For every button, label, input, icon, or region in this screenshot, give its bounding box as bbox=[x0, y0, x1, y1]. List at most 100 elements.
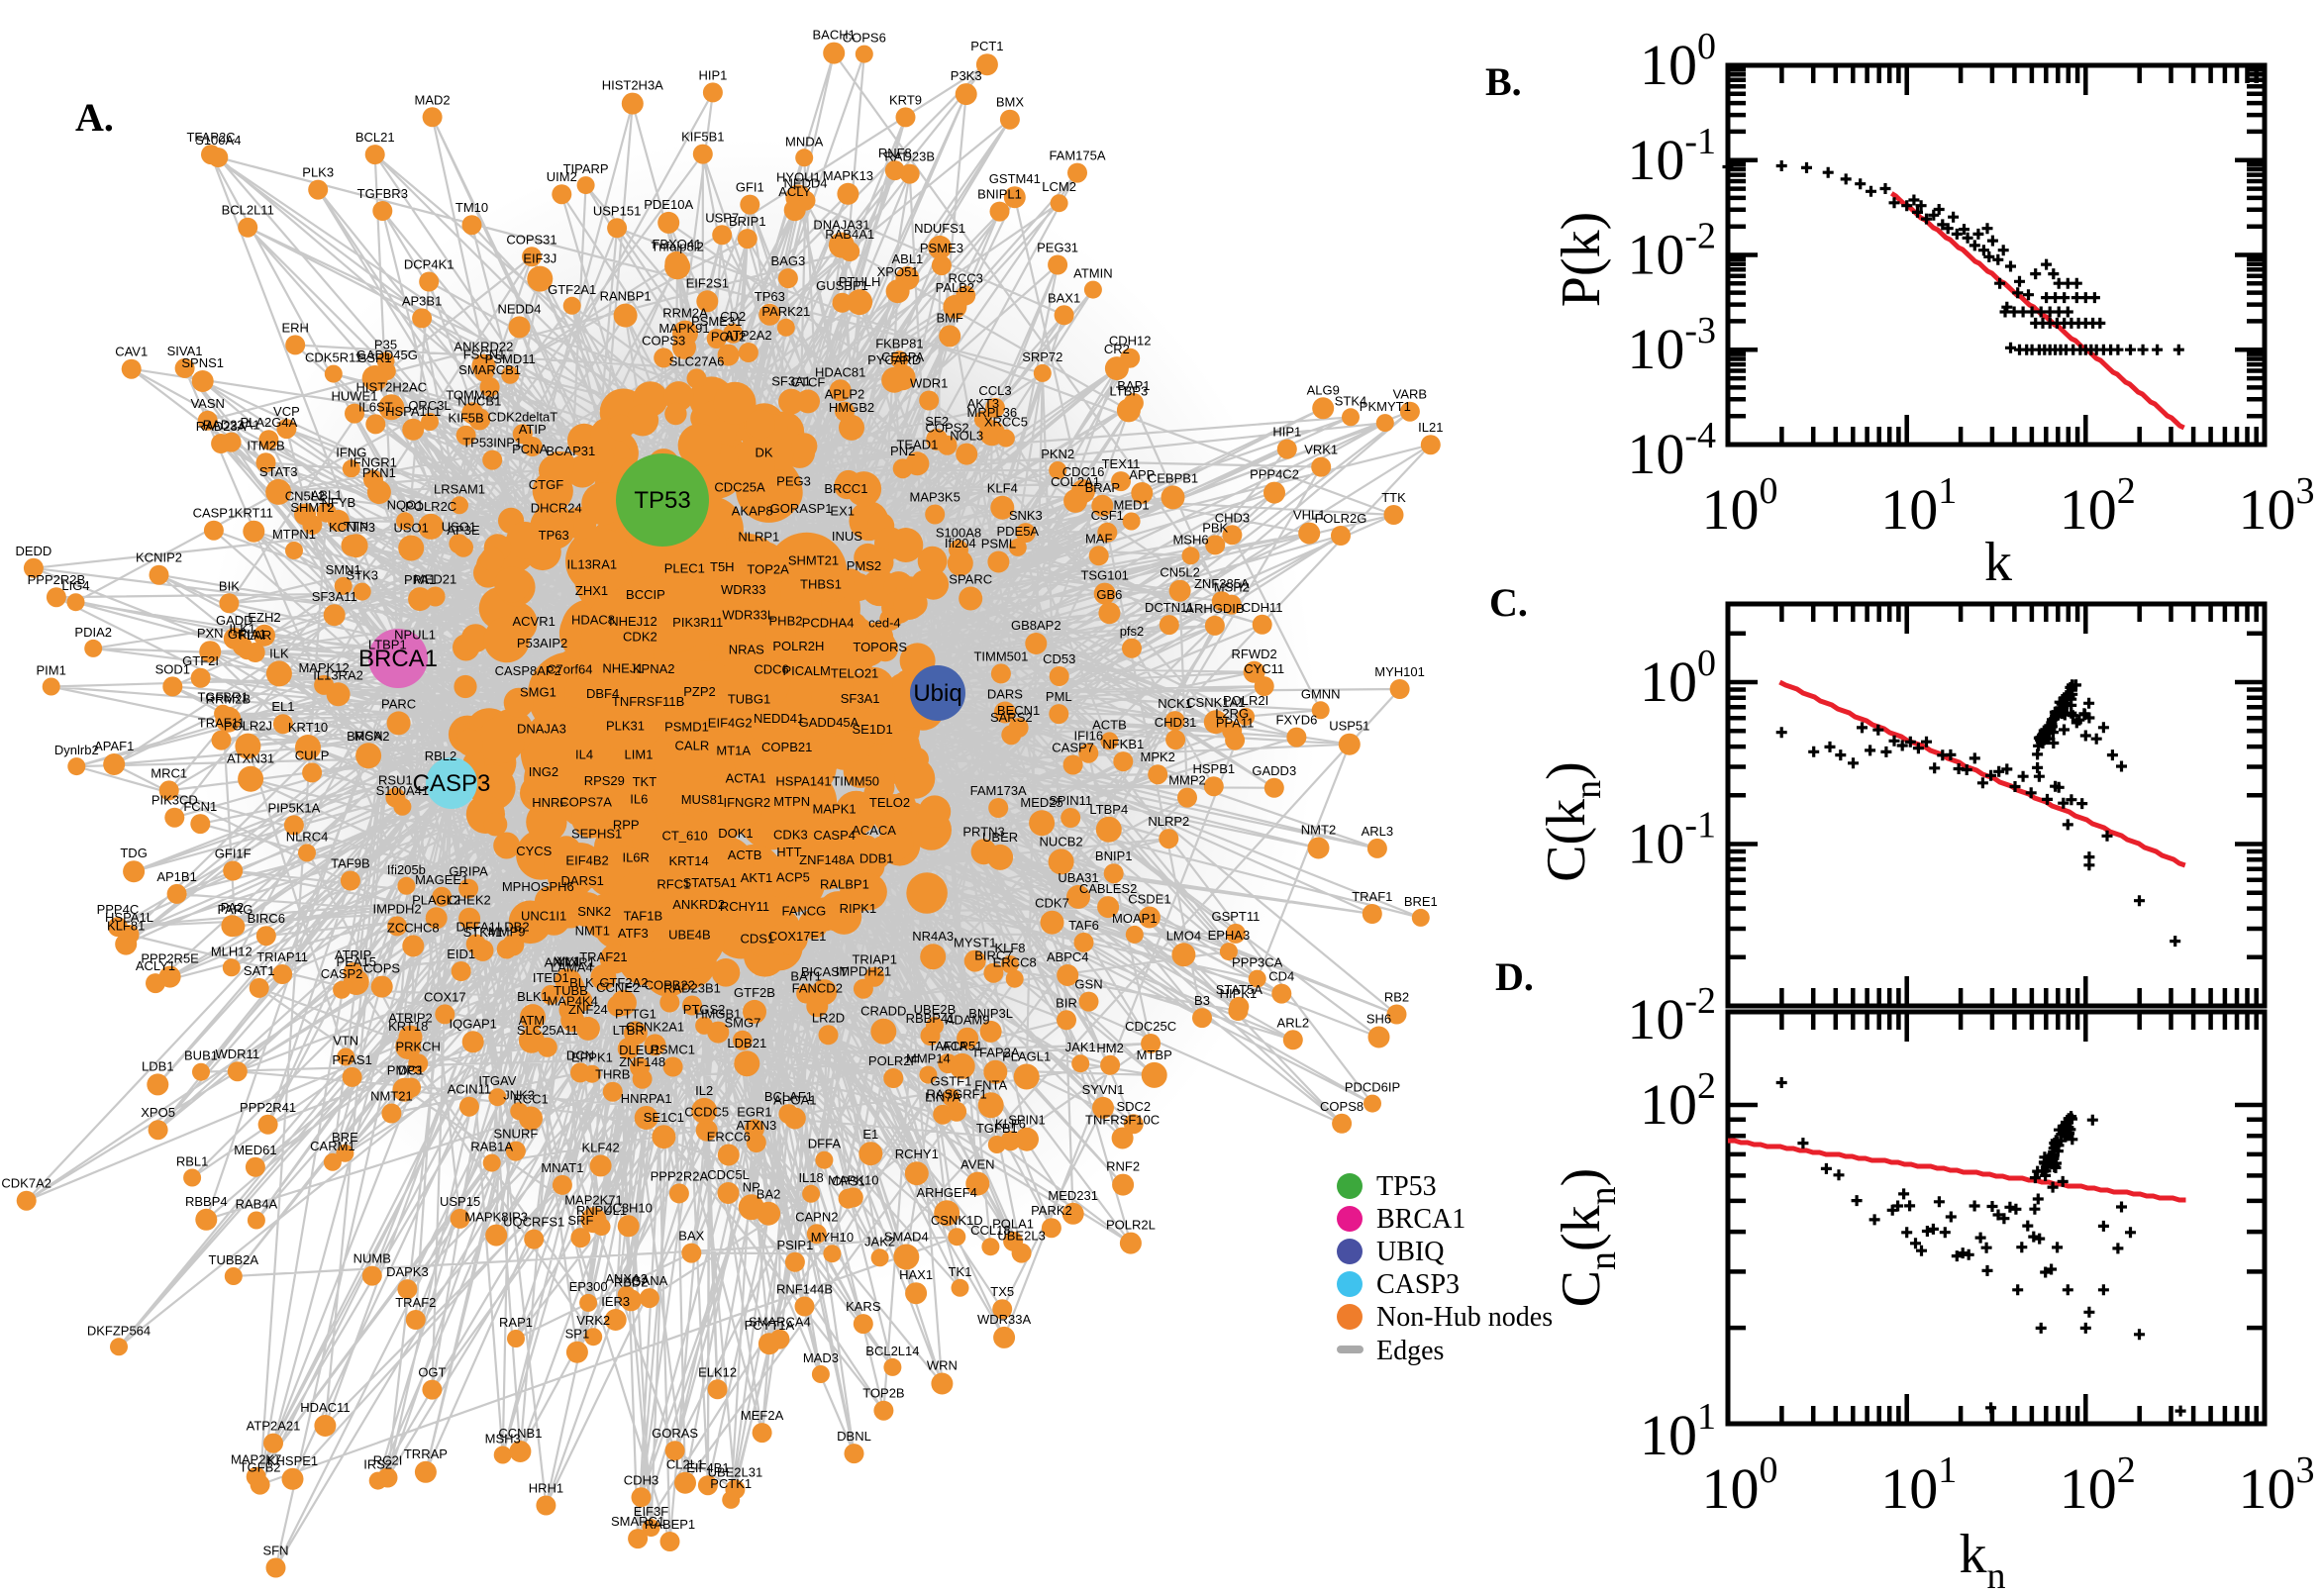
svg-text:102: 102 bbox=[1640, 1065, 1716, 1137]
svg-text:TM10: TM10 bbox=[455, 200, 488, 215]
svg-text:Ifi204: Ifi204 bbox=[945, 536, 976, 550]
svg-text:CCL3: CCL3 bbox=[978, 383, 1011, 398]
svg-text:GADD3: GADD3 bbox=[1252, 763, 1296, 778]
svg-text:NUMB: NUMB bbox=[354, 1251, 391, 1266]
svg-text:IMPDH21: IMPDH21 bbox=[836, 964, 891, 979]
svg-text:10-1: 10-1 bbox=[1627, 805, 1716, 876]
svg-text:COPS7A: COPS7A bbox=[559, 794, 612, 809]
svg-text:XRCC5: XRCC5 bbox=[984, 415, 1028, 430]
svg-text:RALBP1: RALBP1 bbox=[820, 876, 869, 891]
svg-text:BAP1: BAP1 bbox=[1117, 378, 1150, 393]
svg-text:CASP1: CASP1 bbox=[193, 506, 236, 521]
svg-text:ATF3: ATF3 bbox=[618, 926, 649, 941]
svg-text:USP51: USP51 bbox=[1329, 719, 1369, 734]
svg-text:PLA2G4A: PLA2G4A bbox=[240, 415, 297, 430]
svg-text:TUBB: TUBB bbox=[554, 983, 588, 998]
svg-text:MED25: MED25 bbox=[1020, 795, 1062, 810]
svg-text:NLRC4: NLRC4 bbox=[286, 829, 329, 844]
svg-text:PARK21: PARK21 bbox=[761, 304, 810, 319]
svg-text:RRM2A: RRM2A bbox=[662, 306, 708, 321]
svg-text:ARHGEF4: ARHGEF4 bbox=[916, 1185, 976, 1200]
svg-text:ZC3H10: ZC3H10 bbox=[604, 1200, 652, 1215]
svg-text:MLH12: MLH12 bbox=[211, 944, 252, 958]
svg-text:BCL2L11: BCL2L11 bbox=[222, 203, 274, 218]
svg-text:TFAP2A: TFAP2A bbox=[971, 1046, 1020, 1060]
svg-text:MSH3: MSH3 bbox=[485, 1432, 521, 1446]
svg-text:PPP2R41: PPP2R41 bbox=[240, 1100, 296, 1115]
svg-text:ARL3: ARL3 bbox=[1362, 824, 1394, 839]
svg-text:AP3B1: AP3B1 bbox=[402, 293, 442, 308]
svg-text:UBER: UBER bbox=[982, 830, 1018, 845]
svg-text:RBL2: RBL2 bbox=[425, 748, 457, 763]
svg-text:NLRP1: NLRP1 bbox=[738, 530, 779, 545]
svg-text:PSMD11: PSMD11 bbox=[485, 351, 536, 366]
svg-text:UBE2B: UBE2B bbox=[914, 1002, 957, 1017]
svg-text:PA2: PA2 bbox=[221, 900, 245, 915]
svg-text:DOK1: DOK1 bbox=[718, 826, 753, 841]
svg-text:SHMT2: SHMT2 bbox=[290, 500, 334, 515]
svg-text:103: 103 bbox=[2239, 1449, 2315, 1521]
svg-text:RFC1: RFC1 bbox=[656, 877, 690, 892]
svg-text:CAPN2: CAPN2 bbox=[795, 1209, 838, 1224]
svg-text:102: 102 bbox=[2060, 470, 2136, 542]
svg-text:MMP9: MMP9 bbox=[488, 925, 526, 940]
svg-text:S100A4: S100A4 bbox=[195, 133, 241, 148]
svg-text:CDK5R11: CDK5R11 bbox=[305, 350, 362, 365]
svg-text:MAD2: MAD2 bbox=[415, 92, 451, 107]
svg-text:ZNF385A: ZNF385A bbox=[1194, 576, 1250, 591]
svg-text:USO1: USO1 bbox=[393, 521, 428, 536]
svg-text:NUCB2: NUCB2 bbox=[1040, 834, 1083, 848]
svg-text:NHEJ12: NHEJ12 bbox=[609, 614, 656, 629]
svg-text:PZP2: PZP2 bbox=[683, 684, 716, 699]
svg-text:RNF8: RNF8 bbox=[878, 146, 912, 160]
svg-text:VCP: VCP bbox=[273, 404, 300, 419]
svg-text:DDB1: DDB1 bbox=[859, 851, 894, 866]
svg-text:GANA: GANA bbox=[631, 1273, 667, 1288]
svg-text:SP1: SP1 bbox=[565, 1327, 590, 1342]
svg-text:ACTB: ACTB bbox=[1092, 717, 1127, 732]
svg-text:YY1: YY1 bbox=[556, 954, 581, 969]
svg-text:103: 103 bbox=[2239, 470, 2315, 542]
svg-text:AKT1: AKT1 bbox=[741, 870, 773, 885]
svg-text:Edges: Edges bbox=[1376, 1336, 1444, 1366]
svg-text:BIRC6: BIRC6 bbox=[248, 911, 285, 926]
svg-text:HRH1: HRH1 bbox=[529, 1481, 563, 1496]
svg-text:HIST2H3A: HIST2H3A bbox=[602, 78, 663, 93]
svg-text:POU2: POU2 bbox=[711, 330, 746, 345]
svg-text:VASN: VASN bbox=[190, 396, 224, 411]
svg-text:CD53: CD53 bbox=[1043, 651, 1075, 666]
svg-text:EZH2: EZH2 bbox=[248, 610, 280, 625]
svg-text:Ifi205b: Ifi205b bbox=[387, 862, 426, 877]
svg-text:SIVA1: SIVA1 bbox=[167, 344, 203, 358]
svg-text:LTBR: LTBR bbox=[613, 1023, 645, 1038]
svg-text:PRTN3: PRTN3 bbox=[962, 824, 1004, 839]
svg-text:PLK31: PLK31 bbox=[606, 719, 645, 734]
svg-text:SARS2: SARS2 bbox=[990, 710, 1033, 725]
svg-text:CYC11: CYC11 bbox=[1244, 661, 1284, 676]
svg-text:CT_610: CT_610 bbox=[661, 829, 707, 844]
svg-text:HSPA1L1: HSPA1L1 bbox=[385, 404, 441, 419]
svg-text:DEDD: DEDD bbox=[15, 544, 51, 558]
svg-text:AP1B1: AP1B1 bbox=[156, 869, 196, 884]
svg-text:HMGB2: HMGB2 bbox=[829, 400, 874, 415]
svg-text:GSN: GSN bbox=[1074, 977, 1102, 992]
svg-text:HDAC8: HDAC8 bbox=[571, 612, 615, 627]
svg-text:MAPK1: MAPK1 bbox=[813, 801, 857, 816]
svg-text:NLRP2: NLRP2 bbox=[1148, 814, 1189, 829]
svg-text:AKT3: AKT3 bbox=[967, 396, 1000, 411]
svg-text:ITGAV: ITGAV bbox=[478, 1073, 516, 1088]
svg-text:FCN1: FCN1 bbox=[183, 799, 217, 814]
svg-text:ATXN3: ATXN3 bbox=[736, 1118, 776, 1133]
svg-text:NCK1: NCK1 bbox=[1158, 696, 1192, 711]
svg-text:EIF4G2: EIF4G2 bbox=[708, 716, 753, 731]
svg-text:KLF42: KLF42 bbox=[581, 1140, 619, 1154]
svg-text:PARK2: PARK2 bbox=[1031, 1203, 1072, 1218]
svg-text:MED231: MED231 bbox=[1048, 1188, 1098, 1203]
svg-text:DK: DK bbox=[755, 446, 772, 460]
svg-text:BACH1: BACH1 bbox=[813, 28, 856, 43]
svg-text:MAP3K5: MAP3K5 bbox=[910, 490, 960, 505]
svg-text:BNIP1: BNIP1 bbox=[1095, 848, 1133, 863]
svg-text:MRPL36: MRPL36 bbox=[967, 405, 1018, 420]
svg-text:ZHX1: ZHX1 bbox=[575, 583, 608, 598]
svg-text:C7orf64: C7orf64 bbox=[547, 662, 592, 677]
